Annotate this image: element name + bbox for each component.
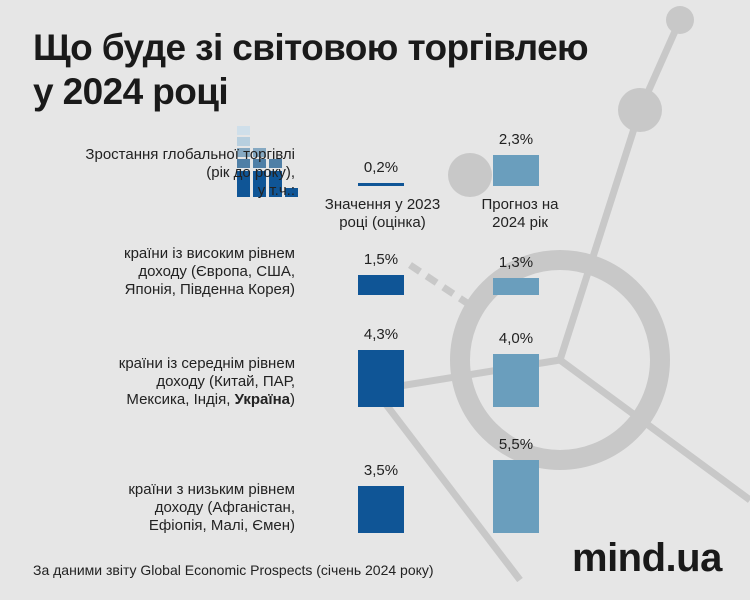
value-label-row2-series1: 4,0%: [498, 330, 534, 347]
bar-row1-series1: [493, 278, 539, 295]
row-label-middle-income-text: країни із середнім рівнем доходу (Китай, …: [118, 355, 295, 408]
icon-block: [285, 188, 298, 197]
bar-row2-series0: [358, 350, 404, 407]
row-label-global: Зростання глобальної торгівлі (рік до рок…: [85, 146, 295, 199]
row-label-middle-income-highlight: Україна: [234, 391, 290, 408]
bar-row1-series0: [358, 275, 404, 295]
bar-row2-series1: [493, 354, 539, 407]
brand-logo: mind.ua: [572, 536, 722, 580]
icon-block: [253, 159, 266, 168]
row-label-middle-income-suffix: ): [290, 391, 295, 408]
icon-block: [237, 148, 250, 157]
row-label-high-income: країни із високим рівнем доходу (Європа, …: [124, 245, 295, 298]
value-label-row3-series0: 3,5%: [363, 462, 399, 479]
legend-2024: Прогноз на 2024 рік: [481, 196, 559, 231]
icon-block: [237, 137, 250, 146]
row-label-low-income: країни з низьким рівнем доходу (Афганіста…: [128, 481, 295, 534]
value-label-row3-series1: 5,5%: [498, 436, 534, 453]
chart-title: Що буде зі світовою торгівлею у 2024 році: [33, 27, 589, 112]
bar-row0-series0: [358, 183, 404, 186]
legend-2023: Значення у 2023 році (оцінка): [324, 196, 441, 231]
value-label-row0-series1: 2,3%: [498, 131, 534, 148]
icon-block: [253, 171, 266, 197]
value-label-row0-series0: 0,2%: [363, 159, 399, 176]
icon-block: [269, 159, 282, 168]
row-label-middle-income: країни із середнім рівнем доходу (Китай, …: [119, 355, 295, 409]
icon-block: [237, 126, 250, 135]
value-label-row2-series0: 4,3%: [363, 326, 399, 343]
bar-row3-series1: [493, 460, 539, 533]
value-label-row1-series1: 1,3%: [498, 254, 534, 271]
icon-block: [269, 171, 282, 197]
icon-block: [237, 159, 250, 168]
bar-row0-series1: [493, 155, 539, 186]
source-note: За даними звіту Global Economic Prospect…: [33, 562, 434, 578]
value-label-row1-series0: 1,5%: [363, 251, 399, 268]
bar-row3-series0: [358, 486, 404, 533]
icon-block: [237, 171, 250, 197]
icon-block: [253, 148, 266, 157]
